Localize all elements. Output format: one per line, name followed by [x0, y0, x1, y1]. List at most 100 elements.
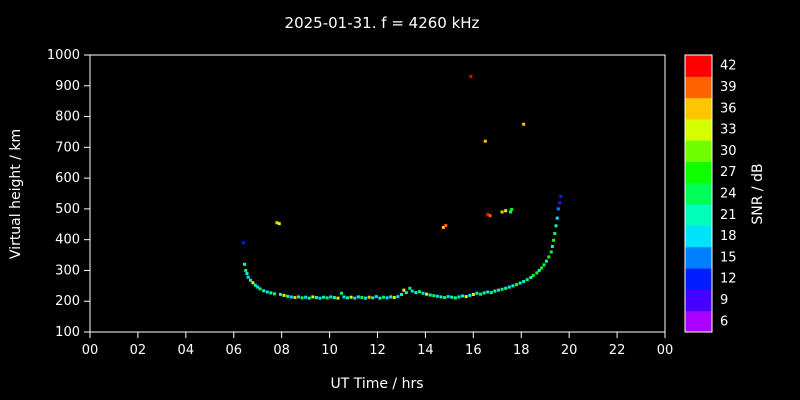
data-point: [307, 296, 311, 300]
colorbar-tick-label: 36: [720, 101, 737, 116]
x-tick-label: 16: [465, 343, 482, 358]
colorbar-bin: [685, 225, 712, 248]
data-point: [367, 295, 371, 299]
y-tick-label: 900: [55, 79, 80, 94]
data-point: [535, 271, 539, 275]
data-point: [537, 268, 541, 272]
data-point: [269, 291, 273, 295]
data-point: [245, 272, 249, 276]
data-point: [444, 224, 448, 228]
data-point: [389, 295, 393, 299]
data-point: [558, 201, 562, 205]
data-point: [278, 292, 282, 296]
data-point: [399, 292, 403, 296]
data-point: [356, 295, 360, 299]
data-point: [511, 284, 515, 288]
data-point: [304, 295, 308, 299]
data-point: [553, 232, 557, 236]
data-point: [322, 295, 326, 299]
data-point: [286, 294, 290, 298]
x-tick-label: 18: [513, 343, 530, 358]
colorbar-tick-label: 6: [720, 314, 728, 329]
data-point: [483, 139, 487, 143]
data-point: [296, 295, 300, 299]
x-tick-label: 02: [130, 343, 147, 358]
data-point: [349, 295, 353, 299]
colorbar-tick-label: 39: [720, 80, 737, 95]
data-point: [243, 262, 247, 266]
y-tick-label: 300: [55, 263, 80, 278]
data-point: [486, 212, 490, 216]
data-point: [544, 259, 548, 263]
data-point: [531, 273, 535, 277]
data-point: [522, 122, 526, 126]
data-point: [453, 296, 457, 300]
colorbar-bin: [685, 97, 712, 120]
data-point: [522, 280, 526, 284]
data-point: [402, 288, 406, 292]
data-point: [342, 295, 346, 299]
data-point: [396, 295, 400, 299]
data-point: [510, 208, 514, 212]
data-point: [542, 263, 546, 267]
data-point: [475, 291, 479, 295]
data-point: [378, 296, 382, 300]
data-point: [507, 285, 511, 289]
x-tick-label: 00: [82, 343, 99, 358]
x-tick-label: 08: [273, 343, 290, 358]
x-tick-label: 20: [561, 343, 578, 358]
data-point: [374, 295, 378, 299]
x-tick-label: 06: [225, 343, 242, 358]
data-point: [340, 291, 344, 295]
data-point: [417, 290, 421, 294]
colorbar-bin: [685, 161, 712, 184]
colorbar-tick-label: 15: [720, 250, 737, 265]
data-point: [272, 292, 276, 296]
data-point: [457, 295, 461, 299]
data-point: [364, 296, 368, 300]
data-point: [500, 210, 504, 214]
y-tick-label: 400: [55, 233, 80, 248]
data-point: [435, 294, 439, 298]
colorbar-frame: [684, 54, 713, 333]
data-point: [282, 293, 286, 297]
data-point: [336, 296, 340, 300]
data-point: [404, 291, 408, 295]
x-tick-label: 00: [657, 343, 674, 358]
data-point: [414, 291, 418, 295]
x-tick-label: 10: [321, 343, 338, 358]
data-point: [552, 238, 556, 242]
data-point: [432, 294, 436, 298]
data-point: [253, 283, 257, 287]
data-point: [329, 295, 333, 299]
data-point: [482, 291, 486, 295]
data-point: [446, 295, 450, 299]
colorbar-tick-label: 24: [720, 187, 737, 202]
colorbar-bin: [685, 76, 712, 99]
colorbar-tick-label: 21: [720, 208, 737, 223]
y-tick-label: 700: [55, 140, 80, 155]
data-point: [489, 291, 493, 295]
data-point: [556, 207, 560, 211]
data-point: [265, 290, 269, 294]
data-point: [529, 276, 533, 280]
data-point: [256, 285, 260, 289]
data-point: [325, 296, 329, 300]
data-point: [443, 296, 447, 300]
data-point: [555, 216, 559, 220]
data-point: [464, 295, 468, 299]
data-point: [275, 221, 279, 225]
colorbar-bin: [685, 140, 712, 163]
x-axis-label: UT Time / hrs: [330, 376, 424, 392]
data-point: [514, 283, 518, 287]
colorbar-bin: [685, 310, 712, 333]
data-point: [471, 292, 475, 296]
data-point: [500, 287, 504, 291]
y-tick-label: 600: [55, 171, 80, 186]
x-tick-label: 22: [609, 343, 626, 358]
data-point: [371, 296, 375, 300]
data-point: [258, 287, 262, 291]
colorbar-tick-label: 12: [720, 272, 737, 287]
x-tick-label: 04: [178, 343, 195, 358]
